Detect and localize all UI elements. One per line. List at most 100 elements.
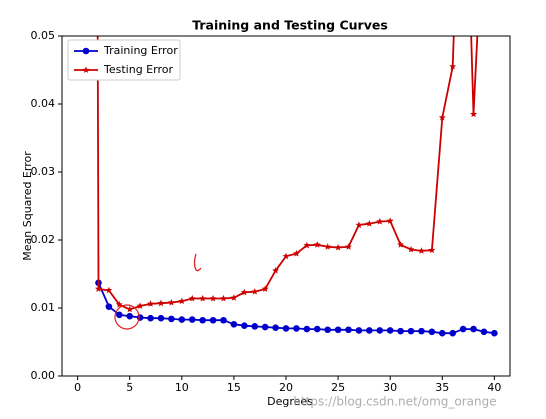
- marker: [272, 324, 279, 332]
- marker: [199, 294, 207, 302]
- marker: [272, 267, 279, 274]
- marker: [261, 323, 269, 331]
- marker: [241, 322, 248, 329]
- y-tick-label: 0.05: [31, 29, 56, 42]
- y-tick-label: 0.00: [31, 369, 56, 382]
- marker: [386, 327, 394, 334]
- marker: [470, 110, 477, 118]
- marker: [334, 326, 342, 334]
- marker: [209, 316, 217, 324]
- marker: [303, 241, 311, 249]
- marker: [178, 297, 186, 305]
- marker: [188, 316, 196, 323]
- annotation-scribble: [193, 253, 202, 272]
- marker: [136, 314, 144, 321]
- marker: [376, 218, 384, 225]
- x-axis-label: Degrees: [267, 395, 313, 408]
- plot-area: [95, 36, 498, 337]
- marker: [438, 114, 446, 121]
- marker: [324, 326, 331, 334]
- marker: [147, 314, 154, 322]
- marker: [82, 66, 90, 73]
- marker: [157, 299, 165, 307]
- marker: [136, 302, 144, 309]
- marker: [345, 326, 352, 334]
- marker: [376, 327, 384, 334]
- marker: [126, 305, 134, 313]
- marker: [345, 243, 352, 250]
- y-tick-label: 0.04: [31, 97, 56, 110]
- marker: [397, 327, 404, 335]
- marker: [449, 329, 456, 337]
- marker: [303, 325, 311, 333]
- marker: [324, 243, 332, 250]
- marker: [261, 285, 269, 292]
- marker: [240, 288, 248, 296]
- marker: [428, 328, 436, 336]
- marker: [449, 63, 457, 70]
- x-tick-label: 10: [175, 381, 189, 394]
- y-tick-label: 0.01: [31, 301, 56, 314]
- marker: [230, 321, 238, 328]
- marker: [105, 303, 113, 310]
- marker: [126, 312, 134, 320]
- marker: [397, 241, 404, 248]
- marker: [199, 316, 206, 324]
- marker: [188, 294, 196, 302]
- marker: [428, 246, 436, 254]
- x-tick-label: 30: [383, 381, 397, 394]
- marker: [470, 325, 477, 333]
- marker: [220, 294, 227, 302]
- watermark: https://blog.csdn.net/omg_orange: [293, 395, 496, 409]
- marker: [95, 285, 102, 292]
- marker: [293, 325, 300, 332]
- marker: [147, 300, 154, 307]
- marker: [230, 294, 238, 301]
- marker: [105, 286, 113, 294]
- marker: [459, 325, 467, 333]
- marker: [293, 250, 300, 257]
- x-tick-label: 15: [227, 381, 241, 394]
- marker: [355, 327, 363, 334]
- marker: [168, 299, 175, 306]
- marker: [386, 217, 394, 224]
- marker: [82, 47, 90, 55]
- marker: [251, 288, 259, 295]
- marker: [438, 329, 446, 337]
- x-tick-label: 25: [331, 381, 345, 394]
- marker: [220, 316, 227, 324]
- y-axis-label: Mean Squared Error: [21, 151, 34, 261]
- marker: [491, 329, 498, 337]
- legend-label: Testing Error: [103, 63, 173, 76]
- y-tick-label: 0.02: [31, 233, 56, 246]
- marker: [334, 243, 342, 251]
- marker: [313, 241, 321, 248]
- marker: [407, 327, 415, 335]
- x-tick-label: 5: [126, 381, 133, 394]
- x-tick-label: 0: [74, 381, 81, 394]
- series-line: [96, 36, 479, 311]
- chart-title: Training and Testing Curves: [192, 18, 388, 33]
- marker: [313, 325, 321, 333]
- marker: [366, 327, 373, 334]
- marker: [355, 221, 363, 228]
- marker: [115, 301, 123, 308]
- legend-label: Training Error: [103, 44, 178, 57]
- marker: [251, 323, 259, 330]
- marker: [282, 325, 290, 332]
- x-tick-label: 20: [279, 381, 293, 394]
- marker: [282, 252, 290, 260]
- marker: [365, 220, 373, 227]
- series-group: [95, 36, 498, 337]
- marker: [480, 328, 488, 336]
- marker: [418, 327, 425, 335]
- annotation-circle: [114, 304, 140, 330]
- marker: [407, 245, 415, 253]
- marker: [168, 315, 175, 323]
- marker: [209, 294, 217, 302]
- marker: [157, 314, 165, 322]
- marker: [116, 311, 123, 319]
- x-tick-label: 40: [487, 381, 501, 394]
- marker: [178, 316, 186, 323]
